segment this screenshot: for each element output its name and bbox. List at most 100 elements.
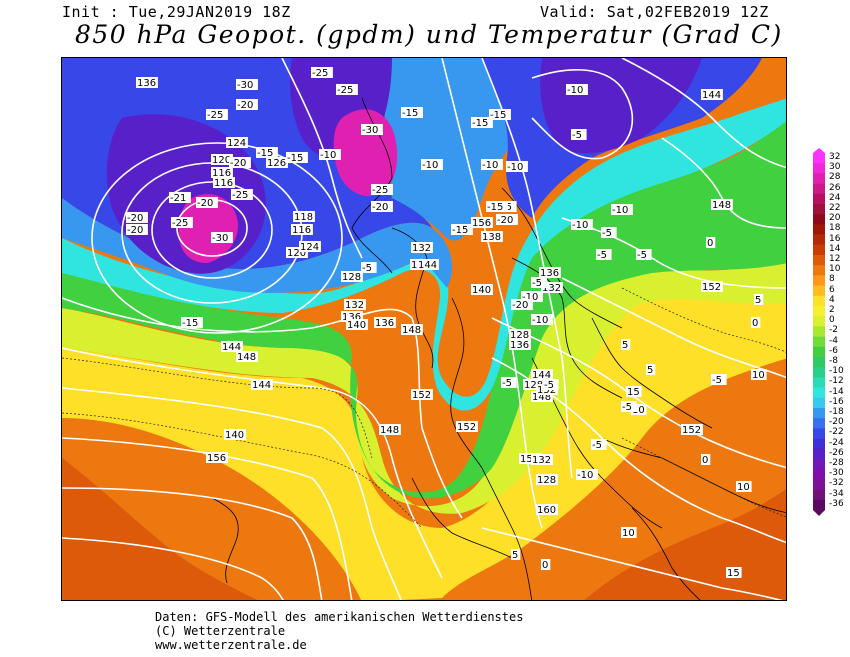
- temperature-label-bg: [636, 249, 652, 260]
- temperature-label: 0: [542, 560, 548, 571]
- geopotential-label: 116: [212, 168, 231, 179]
- geopotential-label: 132: [345, 300, 364, 311]
- geopotential-label-bg: [681, 424, 703, 435]
- colorbar-swatch: [813, 224, 825, 235]
- geopotential-label-bg: [401, 324, 423, 335]
- geopotential-label-bg: [379, 424, 401, 435]
- colorbar-swatch: [813, 326, 825, 337]
- temperature-label: -25: [207, 110, 223, 121]
- temperature-label-bg: [531, 277, 547, 288]
- geopotential-label-bg: [519, 453, 541, 464]
- temperature-label-bg: [471, 117, 493, 128]
- colorbar-tick-label: -12: [829, 376, 844, 387]
- colorbar-swatch: [813, 153, 825, 164]
- temperature-label: -25: [372, 185, 388, 196]
- geopotential-label-bg: [411, 389, 433, 400]
- geopotential-label-bg: [523, 379, 545, 390]
- temperature-label-bg: [486, 201, 508, 212]
- geopotential-label: 140: [347, 320, 366, 331]
- temperature-label: -20: [237, 100, 253, 111]
- temperature-label: 5: [512, 550, 518, 561]
- colorbar-bottom-arrow: [813, 510, 825, 516]
- colorbar-swatch: [813, 234, 825, 246]
- geopotential-label-bg: [536, 504, 558, 515]
- colorbar-tick-label: -2: [829, 325, 838, 336]
- temperature-isolines: [62, 287, 786, 529]
- geopotential-label: 148: [712, 200, 731, 211]
- data-source-credit: Daten: GFS-Modell des amerikanischen Wet…: [155, 610, 523, 652]
- temperature-label-bg: [701, 454, 711, 465]
- temperature-label: -20: [230, 158, 246, 169]
- temperature-label: -25: [172, 218, 188, 229]
- temperature-label: 5: [755, 295, 761, 306]
- geopotential-label-bg: [293, 211, 315, 222]
- temperature-label-bg: [706, 237, 716, 248]
- geopotential-label-bg: [224, 429, 246, 440]
- temperature-label-bg: [596, 249, 612, 260]
- temperature-label-bg: [126, 224, 148, 235]
- temperature-label: -15: [487, 202, 503, 213]
- colorbar-tick-label: -8: [829, 356, 838, 366]
- colorbar-tick-label: -4: [829, 335, 838, 346]
- colorbar-tick-label: 6: [829, 284, 835, 295]
- geopotential-label-bg: [286, 247, 308, 258]
- temperature-label: -15: [452, 225, 468, 236]
- temperature-label-bg: [521, 291, 543, 302]
- colorbar-swatch: [813, 275, 825, 286]
- valid-time: Valid: Sat,02FEB2019 12Z: [540, 3, 769, 21]
- colorbar-tick-label: 32: [829, 152, 841, 162]
- colorbar-tick-label: 2: [829, 305, 835, 315]
- temperature-label-bg: [206, 109, 228, 120]
- geopotential-label-bg: [411, 242, 433, 253]
- colorbar-swatch: [813, 438, 825, 450]
- temp-field-minus5: [62, 119, 786, 499]
- temperature-label-bg: [489, 109, 511, 120]
- colorbar-swatch: [813, 377, 825, 388]
- colorbar-tick-label: -26: [829, 447, 844, 458]
- temperature-label-bg: [286, 152, 308, 163]
- temperature-label: 10: [737, 482, 750, 493]
- geopotential-label: 140: [472, 285, 491, 296]
- colorbar-swatch: [813, 387, 825, 399]
- geopotential-label-bg: [299, 241, 321, 252]
- temperature-label-bg: [236, 79, 258, 90]
- temperature-label: -5: [602, 228, 612, 239]
- temperature-label-bg: [361, 124, 383, 135]
- init-time: Init : Tue,29JAN2019 18Z: [62, 3, 291, 21]
- colorbar-tick-label: 28: [829, 172, 841, 183]
- geopotential-label: 152: [412, 390, 431, 401]
- geopotential-label-bg: [213, 177, 235, 188]
- geopotential-label-bg: [701, 89, 723, 100]
- geopotential-label-bg: [531, 391, 553, 402]
- temperature-label-bg: [319, 149, 341, 160]
- colorbar-swatch: [813, 346, 825, 358]
- geopotential-label-bg: [539, 267, 561, 278]
- colorbar-swatch: [813, 448, 825, 460]
- temperature-label: -20: [497, 215, 513, 226]
- temperature-label: -15: [472, 118, 488, 129]
- temperature-label-bg: [496, 214, 518, 225]
- geopotential-label-bg: [456, 421, 478, 432]
- temp-field-minus25: [106, 58, 702, 274]
- temperature-label: -30: [212, 233, 228, 244]
- geopotential-label: 136: [137, 78, 156, 89]
- temperature-label: -15: [182, 318, 198, 329]
- geopotential-label: 132: [532, 455, 551, 466]
- colorbar-tick-label: -30: [829, 468, 844, 479]
- temperature-label-bg: [236, 99, 258, 110]
- geopotential-label-bg: [291, 224, 313, 235]
- colorbar-swatch: [813, 408, 825, 419]
- temperature-label: -21: [170, 193, 186, 204]
- geopotential-label: 140: [225, 430, 244, 441]
- colorbar-swatch: [813, 214, 825, 225]
- geopotential-label-bg: [509, 339, 531, 350]
- colorbar-swatch: [813, 489, 825, 501]
- temperature-label-bg: [591, 439, 607, 450]
- colorbar-swatch: [813, 183, 825, 195]
- colorbar-swatch: [813, 357, 825, 368]
- temperature-label-bg: [501, 377, 517, 388]
- colorbar-tick-label: -34: [829, 488, 844, 499]
- geopotential-label-bg: [374, 317, 396, 328]
- temperature-label: 10: [752, 370, 765, 381]
- geopotential-label-bg: [531, 454, 553, 465]
